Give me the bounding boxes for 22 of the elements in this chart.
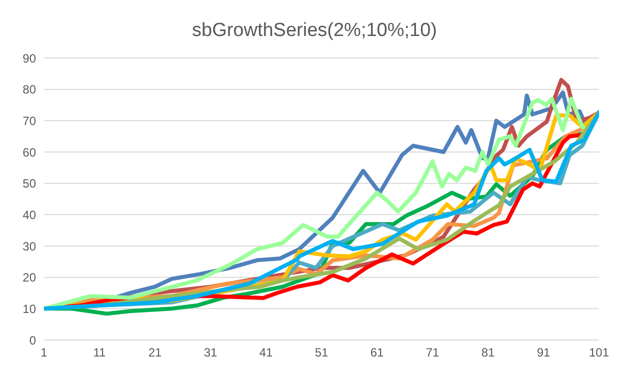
x-tick-label: 91 xyxy=(536,346,550,360)
x-tick-label: 81 xyxy=(481,346,495,360)
y-tick-label: 30 xyxy=(22,239,36,254)
y-tick-label: 50 xyxy=(22,176,36,191)
x-tick-label: 1 xyxy=(40,346,48,360)
x-tick-label: 51 xyxy=(314,346,328,360)
chart-title: sbGrowthSeries(2%;10%;10) xyxy=(191,19,438,43)
y-tick-label: 10 xyxy=(22,302,36,316)
x-tick-label: 41 xyxy=(259,346,273,360)
x-tick-label: 21 xyxy=(148,346,162,360)
y-tick-label: 20 xyxy=(22,270,36,285)
y-tick-label: 80 xyxy=(22,82,36,97)
x-tick-label: 31 xyxy=(204,346,218,360)
x-tick-label: 11 xyxy=(93,346,106,360)
y-tick-label: 40 xyxy=(22,208,36,222)
y-tick-label: 0 xyxy=(29,333,36,348)
y-tick-label: 90 xyxy=(22,51,36,66)
x-tick-label: 101 xyxy=(588,346,610,360)
y-tick-label: 60 xyxy=(22,145,36,160)
y-tick-label: 70 xyxy=(22,114,36,128)
x-tick-label: 71 xyxy=(426,346,440,360)
x-tick-label: 61 xyxy=(370,346,384,360)
